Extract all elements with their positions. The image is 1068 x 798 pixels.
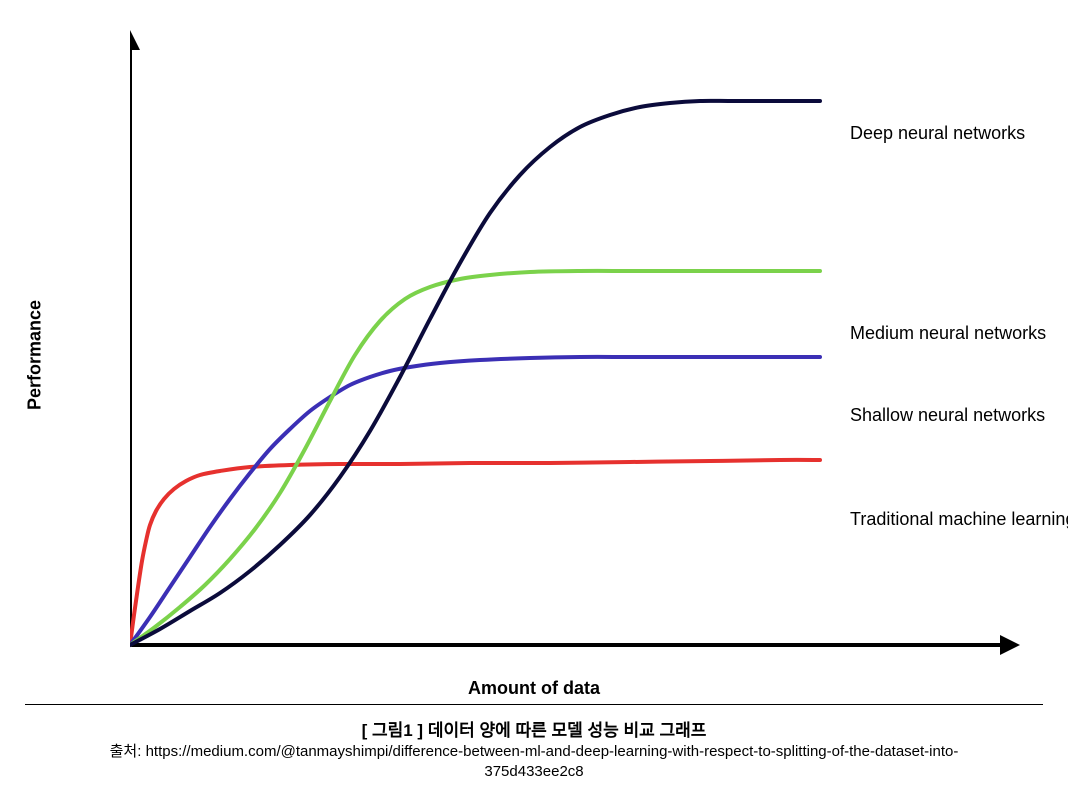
series-line: [130, 271, 820, 645]
figure-source: 출처: https://medium.com/@tanmayshimpi/dif…: [90, 742, 978, 783]
chart: Performance Deep neural networksMedium n…: [35, 15, 1033, 695]
series-label: Medium neural networks: [850, 323, 1046, 344]
figure-caption: [ 그림1 ] 데이터 양에 따른 모델 성능 비교 그래프: [0, 716, 1068, 741]
source-url: https://medium.com/@tanmayshimpi/differe…: [146, 743, 959, 780]
series-label: Traditional machine learning: [850, 509, 1068, 530]
page: Performance Deep neural networks Medium n…: [0, 0, 1068, 798]
x-axis-label: Amount of data: [468, 678, 600, 699]
chart-svg: [130, 15, 1030, 675]
source-prefix: 출처:: [110, 743, 146, 760]
series-label: Deep neural networks: [850, 123, 1025, 144]
series-line: [130, 357, 820, 645]
y-axis-label: Performance: [25, 300, 46, 410]
divider-line: [25, 704, 1043, 705]
series-line: [130, 101, 820, 645]
series-label: Shallow neural networks: [850, 405, 1045, 426]
